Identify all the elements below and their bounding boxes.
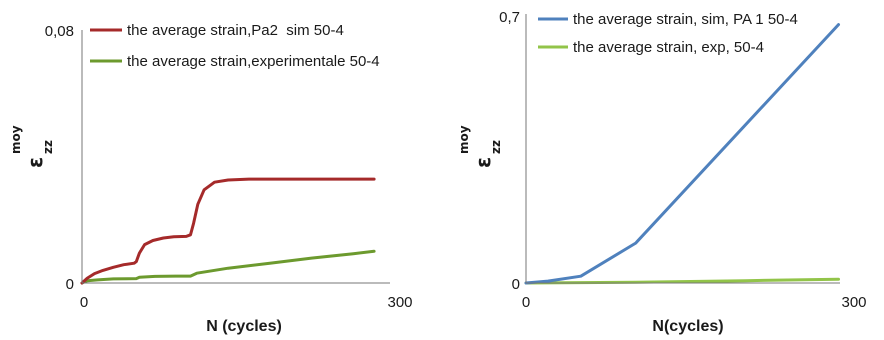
right-chart: 0,7 0 0 300 N(cycles) ε zz moy the avera… [457,9,867,335]
left-legend: the average strain,Pa2 sim 50-4 the aver… [90,22,380,70]
right-y-axis-label-superscript: moy [457,125,471,154]
left-x-tick-max: 300 [387,294,412,311]
left-legend-label-exp: the average strain,experimentale 50-4 [127,53,380,70]
left-x-axis-label: N (cycles) [206,318,282,335]
left-plot-marks [80,177,376,285]
left-legend-label-sim: the average strain,Pa2 sim 50-4 [127,22,344,39]
right-y-tick-max: 0,7 [499,9,520,26]
left-series-line-0 [80,177,376,285]
right-plot-marks [524,23,840,285]
left-y-axis-label-superscript: moy [9,125,23,154]
right-y-axis-label-subscript: zz [489,140,503,154]
right-x-axis-label: N(cycles) [652,318,723,335]
left-y-axis-label-epsilon: ε [23,157,47,168]
right-y-tick-min: 0 [512,276,520,293]
left-x-tick-min: 0 [80,294,88,311]
left-y-tick-max: 0,08 [45,23,74,40]
right-legend-label-sim: the average strain, sim, PA 1 50-4 [573,11,798,28]
right-y-axis-label: ε zz moy [457,125,503,168]
right-series-line-1 [524,277,840,285]
right-x-tick-min: 0 [522,294,530,311]
left-series-line-1 [80,249,376,285]
right-legend: the average strain, sim, PA 1 50-4 the a… [538,11,798,56]
left-y-axis-label-subscript: zz [41,140,55,154]
left-y-tick-min: 0 [66,276,74,293]
left-y-axis-label: ε zz moy [9,125,55,168]
right-x-tick-max: 300 [841,294,866,311]
right-legend-label-exp: the average strain, exp, 50-4 [573,39,764,56]
right-y-axis-label-epsilon: ε [471,157,495,168]
left-chart: 0,08 0 0 300 N (cycles) ε zz moy the ave… [9,22,413,335]
right-series-line-0 [524,23,840,285]
